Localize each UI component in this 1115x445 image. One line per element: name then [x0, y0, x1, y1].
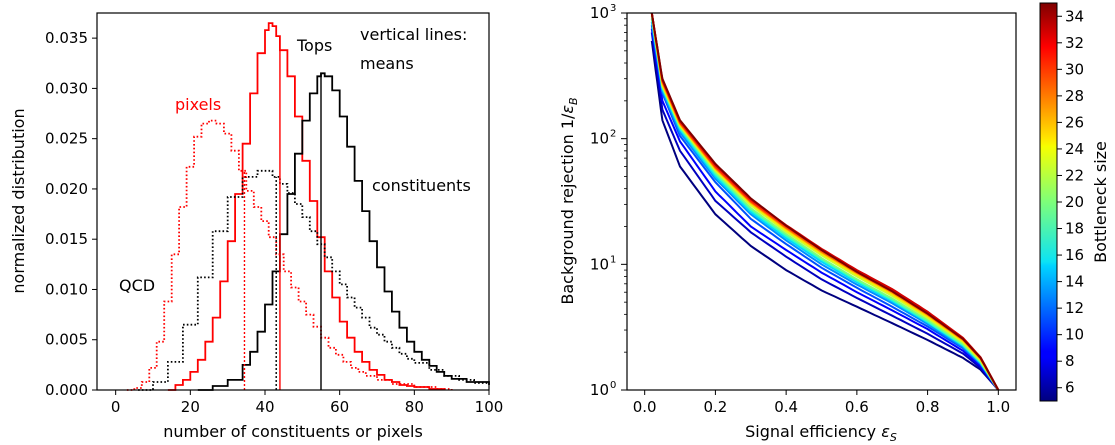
left-x-tick-label: 40 [255, 398, 274, 416]
roc-curve-bottleneck-18 [650, 17, 1000, 390]
histogram-series-3-dotted [138, 169, 490, 391]
histogram-series-2-dotted [126, 119, 453, 391]
roc-curve-bottleneck-34 [650, 13, 1000, 390]
annotation-constituents: constituents [372, 176, 471, 195]
right-x-tick-label: 0.6 [845, 398, 869, 416]
right-y-tick-exponent: 3 [610, 3, 616, 14]
colorbar-tick-label: 22 [1065, 166, 1084, 184]
right-y-tick-label: 10 [590, 4, 609, 22]
colorbar-tick-label: 18 [1065, 220, 1084, 238]
colorbar-tick-label: 24 [1065, 140, 1084, 158]
left-x-tick-label: 80 [405, 398, 424, 416]
left-x-tick-label: 0 [111, 398, 121, 416]
left-y-tick-label: 0.030 [45, 79, 88, 97]
roc-curve-bottleneck-6 [650, 40, 1000, 390]
left-x-tick-label: 20 [181, 398, 200, 416]
colorbar-tick-label: 32 [1065, 34, 1084, 52]
right-x-axis: 0.0 0.2 0.4 0.6 0.8 1.0 [633, 390, 1010, 416]
colorbar [1039, 2, 1058, 402]
colorbar-tick-label: 8 [1065, 352, 1075, 370]
right-y-tick-label: 10 [590, 130, 609, 148]
annotation-pixels: pixels [175, 95, 221, 114]
left-x-tick-label: 100 [475, 398, 504, 416]
left-x-tick-label: 60 [330, 398, 349, 416]
left-y-axis-label: normalized distribution [9, 108, 28, 293]
colorbar-tick-label: 28 [1065, 87, 1084, 105]
colorbar-tick-label: 10 [1065, 326, 1084, 344]
annotation-means: means [360, 54, 414, 73]
left-y-tick-label: 0.025 [45, 130, 88, 148]
right-y-tick-exponent: 2 [610, 129, 616, 140]
left-x-axis: 0 20 40 60 80 100 [111, 390, 503, 416]
colorbar-tick-label: 30 [1065, 60, 1084, 78]
left-y-tick-label: 0.005 [45, 331, 88, 349]
colorbar-ticks: 6 8 10 12 14 16 18 20 22 24 26 28 30 32 34 [1057, 7, 1084, 397]
right-x-axis-label: Signal efficiency εS [745, 422, 897, 444]
colorbar-tick-label: 12 [1065, 299, 1084, 317]
colorbar-tick-label: 16 [1065, 246, 1084, 264]
right-y-tick-label: 10 [590, 255, 609, 273]
annotation-vertical-lines: vertical lines: [360, 25, 467, 44]
right-y-tick-exponent: 1 [610, 254, 616, 265]
roc-curves-group [650, 13, 1000, 390]
colorbar-tick-label: 26 [1065, 113, 1084, 131]
roc-curve-bottleneck-10 [650, 28, 1000, 390]
left-y-tick-label: 0.035 [45, 29, 88, 47]
colorbar-tick-label: 6 [1065, 379, 1075, 397]
left-y-tick-label: 0.000 [45, 381, 88, 399]
roc-curve-bottleneck-8 [650, 32, 1000, 390]
right-y-tick-label: 10 [590, 381, 609, 399]
histogram-series-1-solid [197, 72, 490, 391]
left-histogram-chart: 0 20 40 60 80 100 0.0000.0050.0100.0150.0200.… [9, 12, 503, 441]
left-mean-lines [243, 50, 322, 390]
right-y-axis-label: Background rejection 1/εB [558, 97, 580, 304]
right-plot-frame [626, 12, 1017, 391]
left-series-group [126, 22, 490, 391]
left-y-axis: 0.000 0.005 0.010 0.015 0.020 0.025 0.030 0.035 [45, 29, 97, 399]
histogram-series-0-solid [167, 22, 446, 391]
right-x-tick-label: 0.8 [916, 398, 940, 416]
left-x-axis-label: number of constituents or pixels [163, 422, 423, 441]
roc-curve-bottleneck-20 [650, 15, 1000, 390]
left-plot-frame [96, 12, 490, 391]
colorbar-tick-label: 20 [1065, 193, 1084, 211]
annotation-tops: Tops [296, 36, 332, 55]
right-x-tick-label: 0.2 [703, 398, 727, 416]
left-y-tick-label: 0.010 [45, 280, 88, 298]
right-x-tick-label: 0.0 [633, 398, 657, 416]
right-x-tick-label: 1.0 [986, 398, 1010, 416]
right-y-tick-exponent: 0 [610, 380, 616, 391]
left-y-tick-label: 0.015 [45, 230, 88, 248]
annotation-qcd: QCD [119, 276, 155, 295]
colorbar-tick-label: 14 [1065, 273, 1084, 291]
colorbar-label: Bottleneck size [1091, 141, 1110, 263]
left-y-tick-label: 0.020 [45, 180, 88, 198]
colorbar-tick-label: 34 [1065, 7, 1084, 25]
right-x-tick-label: 0.4 [774, 398, 798, 416]
